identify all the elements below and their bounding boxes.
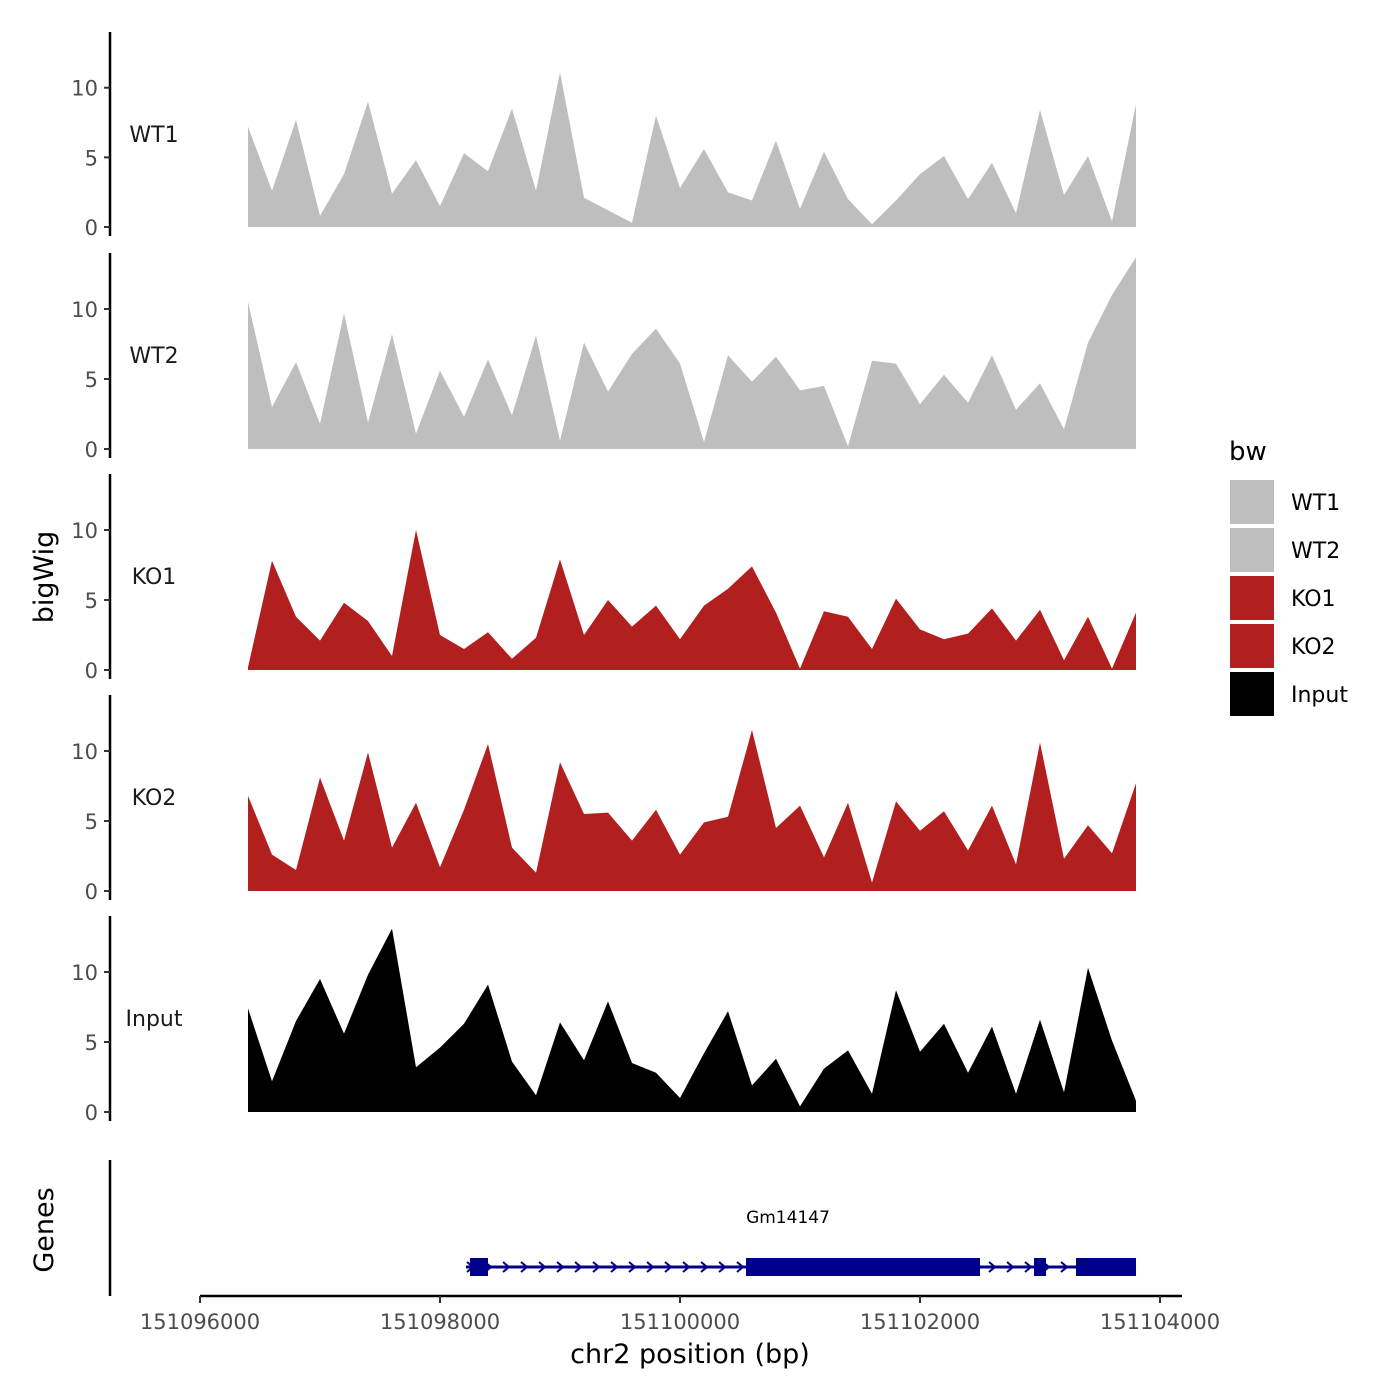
y-tick-label: 0 xyxy=(85,880,98,904)
panel-label-wt2: WT2 xyxy=(129,344,178,369)
strand-arrow xyxy=(736,1261,745,1273)
strand-arrow xyxy=(592,1261,601,1273)
area-wt1 xyxy=(248,72,1136,228)
x-tick-label: 151100000 xyxy=(620,1310,740,1334)
strand-arrow xyxy=(718,1261,727,1273)
legend-item-wt1: WT1 xyxy=(1230,480,1340,524)
strand-arrow xyxy=(1060,1261,1069,1273)
strand-arrow xyxy=(1006,1261,1015,1273)
y-tick-label: 10 xyxy=(71,77,98,101)
strand-arrow xyxy=(628,1261,637,1273)
y-tick-label: 0 xyxy=(85,659,98,683)
strand-arrow xyxy=(538,1261,547,1273)
gene-exon xyxy=(1076,1258,1136,1276)
area-ko2 xyxy=(248,730,1136,891)
gene-exon xyxy=(470,1258,488,1276)
y-axis-label: bigWig xyxy=(29,531,60,624)
strand-arrow xyxy=(664,1261,673,1273)
y-tick-label: 5 xyxy=(85,146,98,170)
panel-input: 0 5 10 Input xyxy=(71,916,1136,1125)
y-tick-label: 0 xyxy=(85,1101,98,1125)
y-tick-label: 0 xyxy=(85,438,98,462)
area-wt2 xyxy=(248,257,1136,449)
x-axis-label: chr2 position (bp) xyxy=(570,1339,810,1370)
gene-track-label: Genes xyxy=(29,1187,60,1272)
panel-wt2: 0 5 10 WT2 xyxy=(71,253,1136,462)
panel-label-ko2: KO2 xyxy=(132,786,177,811)
legend-swatch xyxy=(1230,528,1274,572)
gene-track: Gm14147 xyxy=(108,1160,1136,1296)
y-tick-label: 10 xyxy=(71,961,98,985)
y-tick-label: 5 xyxy=(85,1031,98,1055)
area-ko1 xyxy=(248,530,1136,670)
legend-swatch xyxy=(1230,576,1274,620)
strand-arrow xyxy=(520,1261,529,1273)
strand-arrow xyxy=(1024,1261,1033,1273)
strand-arrow xyxy=(646,1261,655,1273)
legend-item-input: Input xyxy=(1230,672,1348,716)
legend-label: KO1 xyxy=(1291,587,1336,612)
legend-swatch xyxy=(1230,480,1274,524)
x-tick-label: 151104000 xyxy=(1100,1310,1220,1334)
panel-label-input: Input xyxy=(126,1007,183,1032)
legend-label: KO2 xyxy=(1291,635,1336,660)
x-tick-label: 151096000 xyxy=(140,1310,260,1334)
strand-arrow xyxy=(682,1261,691,1273)
strand-arrow xyxy=(556,1261,565,1273)
legend-title: bw xyxy=(1229,437,1267,467)
panel-ko1: 0 5 10 KO1 xyxy=(71,474,1136,683)
x-tick-label: 151102000 xyxy=(860,1310,980,1334)
strand-arrow xyxy=(574,1261,583,1273)
legend-item-ko2: KO2 xyxy=(1230,624,1336,668)
legend-item-wt2: WT2 xyxy=(1230,528,1340,572)
y-tick-label: 0 xyxy=(85,216,98,240)
y-tick-label: 5 xyxy=(85,368,98,392)
legend-swatch xyxy=(1230,672,1274,716)
x-axis: 151096000 151098000 151100000 151102000 1511… xyxy=(140,1294,1220,1334)
area-input xyxy=(248,928,1136,1112)
strand-arrow xyxy=(610,1261,619,1273)
panel-wt1: 0 5 10 WT1 xyxy=(71,32,1136,240)
x-tick-label: 151098000 xyxy=(380,1310,500,1334)
legend-swatch xyxy=(1230,624,1274,668)
legend-item-ko1: KO1 xyxy=(1230,576,1336,620)
strand-arrow xyxy=(988,1261,997,1273)
y-tick-label: 5 xyxy=(85,589,98,613)
panel-ko2: 0 5 10 KO2 xyxy=(71,695,1136,904)
y-tick-label: 10 xyxy=(71,519,98,543)
gene-name: Gm14147 xyxy=(746,1208,830,1228)
legend: bw WT1 WT2 KO1 KO2 Input xyxy=(1229,437,1348,716)
legend-label: Input xyxy=(1291,683,1348,708)
gene-exon xyxy=(1034,1258,1046,1276)
legend-label: WT1 xyxy=(1291,491,1340,516)
signal-panels: 0 5 10 WT1 0 5 10 WT2 0 5 10 KO1 0 5 10 KO2 0 5 10 Input xyxy=(71,32,1136,1125)
y-tick-label: 10 xyxy=(71,298,98,322)
panel-label-ko1: KO1 xyxy=(132,565,177,590)
y-tick-label: 10 xyxy=(71,740,98,764)
y-tick-label: 5 xyxy=(85,810,98,834)
gene-exon xyxy=(746,1258,980,1276)
panel-label-wt1: WT1 xyxy=(129,123,178,148)
strand-arrow xyxy=(502,1261,511,1273)
strand-arrow xyxy=(700,1261,709,1273)
legend-label: WT2 xyxy=(1291,539,1340,564)
